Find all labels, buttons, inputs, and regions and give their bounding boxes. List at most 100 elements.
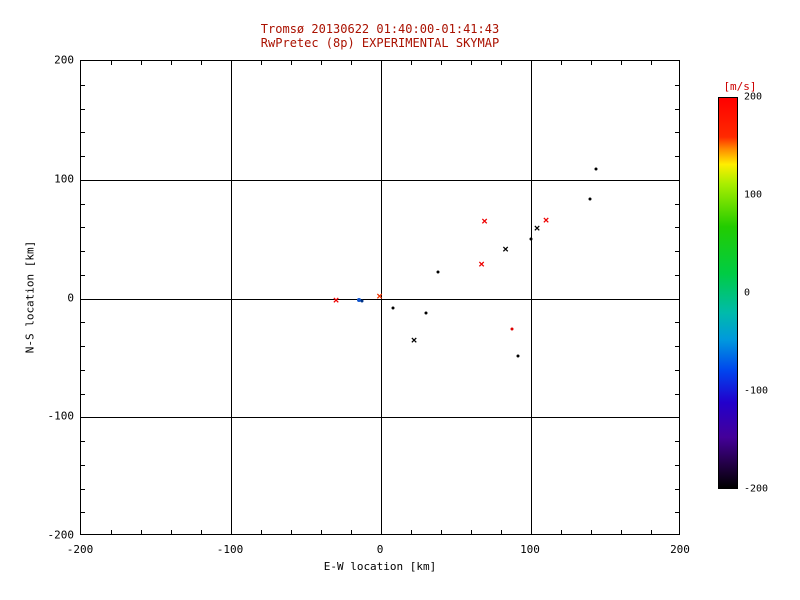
axis-minor-tick (261, 530, 262, 534)
y-tick-label: 0 (67, 291, 74, 304)
data-point-dot (356, 297, 361, 302)
axis-minor-tick (675, 441, 679, 442)
y-tick-label: -100 (47, 409, 75, 423)
axis-minor-tick (621, 61, 622, 65)
axis-minor-tick (591, 61, 592, 65)
axis-minor-tick (675, 251, 679, 252)
axis-minor-tick (675, 322, 679, 324)
axis-minor-tick (441, 530, 442, 534)
chart-title: Tromsø 20130622 01:40:00-01:41:43 (260, 22, 500, 36)
axis-minor-tick (621, 530, 622, 534)
axis-minor-tick (81, 322, 85, 324)
gridline-vertical (381, 61, 382, 534)
plot-area: × × × × × × × × (80, 60, 680, 535)
axis-minor-tick (561, 530, 562, 534)
data-point-dot (391, 306, 395, 310)
axis-minor-tick (675, 346, 679, 347)
gridline-horizontal (81, 179, 679, 181)
axis-minor-tick (441, 61, 442, 65)
axis-minor-tick (171, 530, 172, 534)
axis-minor-tick (81, 251, 85, 252)
axis-minor-tick (411, 61, 412, 65)
axis-minor-tick (651, 530, 652, 534)
axis-minor-tick (81, 346, 85, 347)
axis-minor-tick (81, 393, 85, 395)
x-tick-label: 100 (520, 543, 540, 556)
y-tick-label: -200 (47, 528, 75, 542)
axis-minor-tick (651, 61, 652, 65)
data-point-x: × (502, 242, 509, 256)
axis-minor-tick (291, 61, 292, 65)
colorbar-tick-label: -200 (744, 483, 769, 495)
axis-minor-tick (81, 132, 85, 134)
data-point-x: × (376, 289, 383, 303)
axis-minor-tick (675, 132, 679, 134)
colorbar-title: [m/s] (723, 80, 757, 93)
axis-minor-tick (675, 369, 679, 371)
colorbar-tick-label: 0 (744, 287, 751, 299)
axis-minor-tick (171, 61, 172, 65)
axis-minor-tick (591, 530, 592, 534)
gridline-horizontal (81, 298, 679, 300)
axis-minor-tick (675, 84, 679, 86)
data-point-x: × (533, 221, 541, 235)
data-point-x: × (478, 257, 485, 271)
data-point-x: × (332, 293, 340, 307)
x-axis-label: E-W location [km] (323, 560, 437, 573)
x-tick-label: -200 (66, 543, 94, 556)
axis-minor-tick (411, 530, 412, 534)
axis-minor-tick (81, 108, 85, 110)
axis-minor-tick (675, 203, 679, 205)
axis-minor-tick (141, 61, 142, 65)
axis-minor-tick (321, 530, 322, 534)
data-point-dot (360, 299, 363, 303)
axis-minor-tick (81, 512, 85, 514)
axis-minor-tick (201, 61, 202, 65)
data-point-dot (529, 237, 533, 241)
data-point-x: × (410, 333, 418, 347)
axis-minor-tick (501, 61, 502, 65)
x-tick-label: 0 (376, 543, 384, 556)
axis-minor-tick (261, 61, 262, 65)
axis-minor-tick (81, 156, 85, 157)
axis-minor-tick (501, 530, 502, 534)
axis-minor-tick (81, 227, 85, 229)
axis-minor-tick (675, 108, 679, 110)
axis-minor-tick (675, 274, 679, 276)
y-tick-label: 100 (54, 172, 74, 186)
axis-minor-tick (675, 393, 679, 395)
colorbar-tick-label: 200 (744, 91, 763, 103)
data-point-dot (516, 354, 519, 357)
y-tick-label: 200 (54, 53, 74, 67)
data-point-x: × (542, 213, 550, 227)
x-tick-label: -100 (216, 543, 244, 556)
axis-minor-tick (675, 464, 679, 466)
axis-minor-tick (675, 512, 679, 514)
colorbar (718, 97, 738, 489)
axis-minor-tick (81, 464, 85, 466)
data-point-dot (510, 327, 513, 331)
axis-minor-tick (321, 61, 322, 65)
x-tick-label: 200 (670, 543, 690, 556)
axis-minor-tick (351, 61, 352, 65)
gridline-vertical (531, 61, 532, 534)
gridline-vertical (231, 61, 232, 534)
axis-minor-tick (111, 530, 112, 534)
axis-minor-tick (351, 530, 352, 534)
axis-minor-tick (81, 203, 85, 205)
axis-minor-tick (291, 530, 292, 534)
axis-minor-tick (111, 61, 112, 65)
axis-minor-tick (81, 488, 85, 490)
axis-minor-tick (471, 61, 472, 65)
data-point-dot (424, 311, 428, 315)
axis-minor-tick (81, 84, 85, 86)
data-point-dot (436, 270, 440, 274)
axis-minor-tick (675, 156, 679, 157)
axis-minor-tick (675, 488, 679, 490)
colorbar-tick-label: 100 (744, 189, 763, 201)
axis-minor-tick (675, 227, 679, 229)
gridline-horizontal (81, 417, 679, 419)
axis-minor-tick (201, 530, 202, 534)
axis-minor-tick (81, 274, 85, 276)
